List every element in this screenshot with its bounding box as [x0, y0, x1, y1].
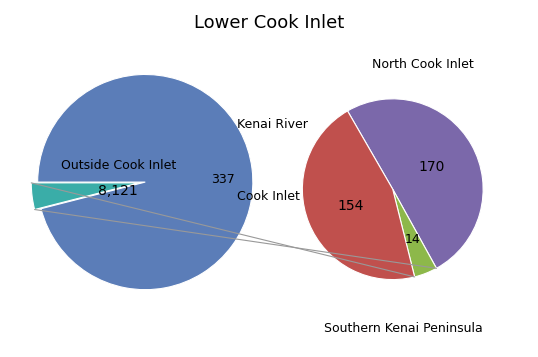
- Text: 14: 14: [405, 233, 421, 246]
- Wedge shape: [31, 183, 139, 210]
- Wedge shape: [302, 111, 415, 280]
- Text: Cook Inlet: Cook Inlet: [237, 190, 300, 203]
- Text: Outside Cook Inlet: Outside Cook Inlet: [61, 160, 176, 172]
- Wedge shape: [348, 99, 483, 268]
- Wedge shape: [393, 189, 436, 277]
- Text: Kenai River: Kenai River: [237, 119, 308, 131]
- Text: 154: 154: [338, 199, 364, 213]
- Text: North Cook Inlet: North Cook Inlet: [372, 58, 473, 71]
- Text: 170: 170: [419, 160, 445, 174]
- Text: Lower Cook Inlet: Lower Cook Inlet: [194, 14, 344, 32]
- Text: 337: 337: [211, 174, 235, 186]
- Wedge shape: [38, 75, 253, 290]
- Text: Southern Kenai Peninsula: Southern Kenai Peninsula: [324, 322, 483, 335]
- Text: 8,121: 8,121: [98, 184, 138, 198]
